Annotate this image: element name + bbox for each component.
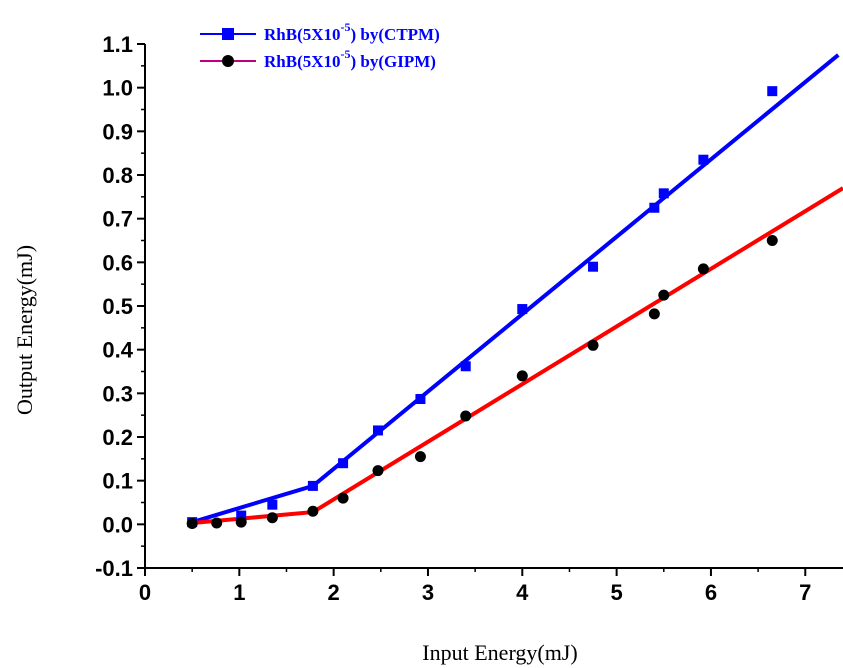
data-point-circle xyxy=(266,512,278,524)
plot-area: 0 1 2 3 4 5 6 7 -0.1 0.0 0.1 0.2 0.3 0.4 0.5 0.6 0.7 0.8… xyxy=(95,32,843,605)
data-point-circle xyxy=(211,517,223,529)
data-point-square xyxy=(767,86,778,97)
y-tick-label: 1.1 xyxy=(102,32,133,57)
x-tick-label: 4 xyxy=(516,580,529,605)
data-point-circle xyxy=(648,308,660,320)
legend-circle-marker xyxy=(222,55,234,67)
y-tick-label: 0.2 xyxy=(102,425,133,450)
data-point-square xyxy=(460,361,471,372)
data-point-circle xyxy=(460,410,472,422)
data-markers xyxy=(186,86,778,529)
data-point-circle xyxy=(372,465,384,477)
data-point-circle xyxy=(658,289,670,301)
legend-label-ctpm: RhB(5X10-5) by(CTPM) xyxy=(264,20,440,44)
legend: RhB(5X10-5) by(CTPM) RhB(5X10-5) by(GIPM… xyxy=(200,20,440,71)
data-point-circle xyxy=(697,263,709,275)
fit-lines xyxy=(191,53,843,526)
y-tick-label: 0.1 xyxy=(102,469,133,494)
x-tick-label: 7 xyxy=(799,580,811,605)
data-point-circle xyxy=(307,505,319,517)
data-point-circle xyxy=(414,451,426,463)
data-point-square xyxy=(372,425,383,436)
y-tick-label: 0.8 xyxy=(102,163,133,188)
x-axis-title: Input Energy(mJ) xyxy=(422,640,577,665)
y-tick-label: 0.6 xyxy=(102,250,133,275)
data-point-square xyxy=(236,510,247,521)
x-axis-ticks: 0 1 2 3 4 5 6 7 xyxy=(139,568,811,605)
x-tick-label: 2 xyxy=(328,580,340,605)
data-point-square xyxy=(267,499,278,510)
legend-label-gipm: RhB(5X10-5) by(GIPM) xyxy=(264,47,436,71)
data-point-square xyxy=(517,304,528,315)
x-tick-label: 6 xyxy=(705,580,717,605)
data-point-square xyxy=(588,261,599,272)
y-tick-label: 0.9 xyxy=(102,119,133,144)
y-tick-label: 0.0 xyxy=(102,512,133,537)
data-point-square xyxy=(338,458,349,469)
data-point-square xyxy=(649,202,660,213)
data-point-circle xyxy=(186,517,198,529)
y-tick-label: 0.4 xyxy=(102,338,133,363)
data-point-circle xyxy=(766,235,778,246)
legend-square-marker xyxy=(222,28,234,40)
x-tick-label: 5 xyxy=(610,580,622,605)
x-tick-label: 1 xyxy=(233,580,245,605)
data-point-square xyxy=(307,480,318,491)
y-tick-label: 0.7 xyxy=(102,207,133,232)
legend-entry-gipm: RhB(5X10-5) by(GIPM) xyxy=(200,47,436,71)
y-axis-title: Output Energy(mJ) xyxy=(12,245,37,415)
x-tick-label: 0 xyxy=(139,580,151,605)
data-point-square xyxy=(658,188,669,199)
y-tick-label: 0.3 xyxy=(102,381,133,406)
fit-line-series-1 xyxy=(191,186,843,526)
legend-entry-ctpm: RhB(5X10-5) by(CTPM) xyxy=(200,20,440,44)
data-point-square xyxy=(698,154,709,165)
x-tick-label: 3 xyxy=(422,580,434,605)
data-point-circle xyxy=(587,339,599,351)
data-point-circle xyxy=(337,492,349,504)
y-tick-label: 1.0 xyxy=(102,76,133,101)
data-point-circle xyxy=(516,370,528,382)
y-tick-label: 0.5 xyxy=(102,294,133,319)
data-point-circle xyxy=(235,516,247,528)
data-point-square xyxy=(415,394,426,405)
y-axis-ticks: -0.1 0.0 0.1 0.2 0.3 0.4 0.5 0.6 0.7 0.8 0.9 1.0 1.1 xyxy=(95,32,145,581)
fit-line-series-0 xyxy=(191,53,840,525)
y-tick-label: -0.1 xyxy=(95,556,133,581)
